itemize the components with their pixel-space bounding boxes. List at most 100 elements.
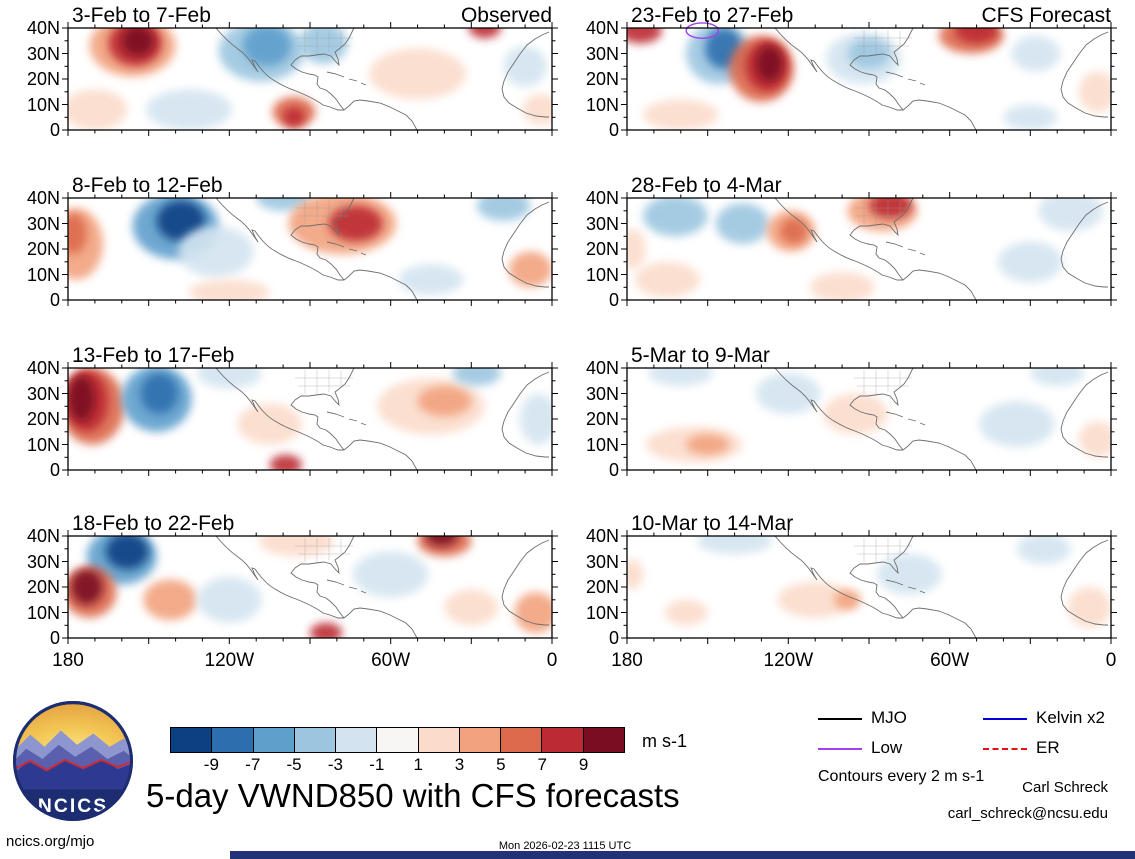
column-header-observed: Observed xyxy=(460,4,552,27)
lat-tick-label: 10N xyxy=(26,94,60,115)
lat-tick-label: 40N xyxy=(585,358,619,378)
column-header-cfs-forecast: CFS Forecast xyxy=(981,4,1111,27)
colorbar-tick-label: -3 xyxy=(327,755,344,774)
lat-tick-label: 40N xyxy=(26,18,60,38)
generation-timestamp: Mon 2026-02-23 1115 UTC xyxy=(498,840,632,852)
ncics-logo-text: NCICS xyxy=(38,796,108,817)
colorbar-tick-label: 9 xyxy=(578,755,589,774)
map-svg xyxy=(621,362,1117,476)
lat-tick-label: 20N xyxy=(585,409,619,429)
colorbar-segment xyxy=(541,728,583,752)
colorbar-tick-label: 3 xyxy=(454,755,465,774)
colorbar-tick-label: 5 xyxy=(496,755,506,774)
panel-title: 10-Mar to 14-Mar xyxy=(631,512,794,535)
colorbar-segment xyxy=(582,728,624,752)
colorbar-segment xyxy=(335,728,377,752)
lat-tick-label: 20N xyxy=(585,577,619,597)
legend-item-er: ER xyxy=(983,738,1060,758)
lat-tick-label: 20N xyxy=(26,409,60,429)
legend-label: Kelvin x2 xyxy=(1036,708,1105,727)
lat-tick-label: 30N xyxy=(26,213,60,234)
colorbar-segment xyxy=(500,728,542,752)
map-svg xyxy=(621,192,1117,306)
ncics-logo-icon: NCICS xyxy=(13,701,133,821)
panel-title: 18-Feb to 22-Feb xyxy=(72,512,235,535)
lon-tick-label: 180 xyxy=(611,650,643,671)
lat-tick-label: 30N xyxy=(585,213,619,234)
panel-title: 23-Feb to 27-Feb xyxy=(631,4,794,27)
map-canvas xyxy=(621,22,1117,136)
map-svg xyxy=(62,530,558,644)
lat-tick-label: 0 xyxy=(49,460,60,480)
lat-tick-label: 0 xyxy=(49,628,60,648)
map-canvas xyxy=(621,530,1117,644)
chart-title: 5-day VWND850 with CFS forecasts xyxy=(146,777,680,814)
colorbar-tick-label: -5 xyxy=(286,755,302,774)
colorbar-tick-label: 7 xyxy=(537,755,547,774)
lat-tick-label: 0 xyxy=(49,120,60,140)
map-canvas xyxy=(621,362,1117,476)
lat-tick-label: 0 xyxy=(608,290,619,310)
map-canvas xyxy=(621,192,1117,306)
lat-tick-label: 40N xyxy=(26,526,60,546)
legend-item-low: Low xyxy=(818,738,902,758)
lat-tick-label: 20N xyxy=(26,239,60,259)
legend-line-low xyxy=(818,747,862,750)
panel-title: 5-Mar to 9-Mar xyxy=(631,344,770,367)
contour-interval-note: Contours every 2 m s-1 xyxy=(818,768,985,785)
lat-tick-label: 10N xyxy=(585,94,619,115)
lat-tick-label: 20N xyxy=(26,69,60,89)
colorbar-tick-label: -1 xyxy=(369,755,385,774)
map-canvas xyxy=(62,530,558,644)
legend-line-mjo xyxy=(818,717,862,720)
lat-tick-label: 20N xyxy=(585,239,619,259)
legend-line-er xyxy=(983,747,1027,750)
colorbar-tick-label: -7 xyxy=(245,755,261,774)
panel-title: 13-Feb to 17-Feb xyxy=(72,344,235,367)
lat-tick-label: 30N xyxy=(26,43,60,64)
lon-tick-label: 0 xyxy=(1105,650,1117,671)
colorbar-unit: m s-1 xyxy=(642,731,687,751)
footer-bar xyxy=(230,851,1135,859)
map-canvas xyxy=(62,22,558,136)
lat-tick-label: 30N xyxy=(585,551,619,572)
lat-tick-label: 10N xyxy=(26,264,60,285)
map-svg xyxy=(62,362,558,476)
lon-tick-label: 120W xyxy=(204,650,255,671)
lat-tick-label: 40N xyxy=(26,358,60,378)
colorbar xyxy=(170,727,625,753)
map-canvas xyxy=(62,362,558,476)
colorbar-segment xyxy=(211,728,253,752)
map-svg xyxy=(62,22,558,136)
panel-title: 8-Feb to 12-Feb xyxy=(72,174,223,197)
lat-tick-label: 10N xyxy=(585,602,619,623)
map-canvas xyxy=(62,192,558,306)
lon-tick-label: 60W xyxy=(371,650,411,671)
site-url: ncics.org/mjo xyxy=(6,833,95,850)
lon-tick-label: 120W xyxy=(763,650,814,671)
colorbar-tick-label: -9 xyxy=(203,755,219,774)
lat-tick-label: 30N xyxy=(26,383,60,404)
legend-item-kelvin-x2: Kelvin x2 xyxy=(983,708,1105,728)
map-svg xyxy=(621,22,1117,136)
credit-email: carl_schreck@ncsu.edu xyxy=(947,805,1108,822)
lon-tick-label: 0 xyxy=(546,650,558,671)
lat-tick-label: 40N xyxy=(585,188,619,208)
map-svg xyxy=(621,530,1117,644)
ncics-logo: NCICS xyxy=(12,700,134,827)
lat-tick-label: 10N xyxy=(26,602,60,623)
lat-tick-label: 40N xyxy=(585,526,619,546)
legend-item-mjo: MJO xyxy=(818,708,907,728)
lat-tick-label: 30N xyxy=(585,383,619,404)
panel-title: 3-Feb to 7-Feb xyxy=(72,4,211,27)
legend-label: MJO xyxy=(871,708,907,727)
panel-title: 28-Feb to 4-Mar xyxy=(631,174,782,197)
map-svg xyxy=(62,192,558,306)
lat-tick-label: 10N xyxy=(585,434,619,455)
colorbar-segment xyxy=(171,728,212,752)
colorbar-segment xyxy=(252,728,294,752)
legend-label: ER xyxy=(1036,738,1060,757)
colorbar-segment xyxy=(458,728,501,752)
colorbar-segment xyxy=(376,728,418,752)
lat-tick-label: 20N xyxy=(26,577,60,597)
